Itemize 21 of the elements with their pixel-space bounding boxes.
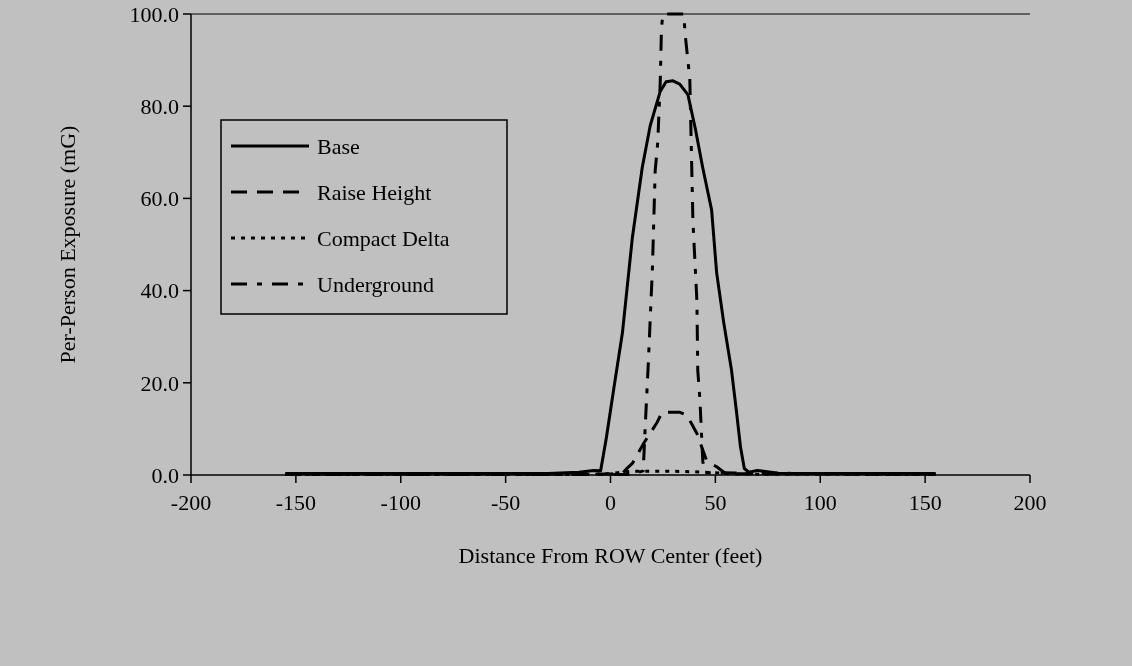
x-tick-label: -100: [380, 490, 421, 515]
legend-label: Raise Height: [317, 179, 432, 205]
legend-label: Base: [317, 133, 360, 159]
y-axis-title: Per-Person Exposure (mG): [55, 125, 80, 364]
x-tick-label: 200: [1013, 490, 1047, 515]
y-tick-label: 0.0: [151, 462, 179, 488]
x-axis-title: Distance From ROW Center (feet): [458, 543, 763, 568]
y-tick-label: 100.0: [129, 1, 179, 27]
x-tick-label: 150: [908, 490, 942, 515]
x-tick-label: -200: [170, 490, 212, 515]
legend-label: Underground: [317, 271, 434, 297]
y-tick-label: 20.0: [140, 370, 179, 396]
x-tick-label: -150: [275, 490, 317, 515]
y-tick-label: 80.0: [140, 93, 179, 119]
x-tick-label: 50: [704, 490, 727, 515]
x-tick-label: 100: [803, 490, 837, 515]
y-tick-label: 60.0: [140, 186, 179, 212]
x-tick-label: -50: [490, 490, 521, 515]
legend-label: Compact Delta: [317, 225, 450, 251]
y-tick-label: 40.0: [140, 278, 179, 304]
x-tick-label: 0: [605, 490, 616, 515]
